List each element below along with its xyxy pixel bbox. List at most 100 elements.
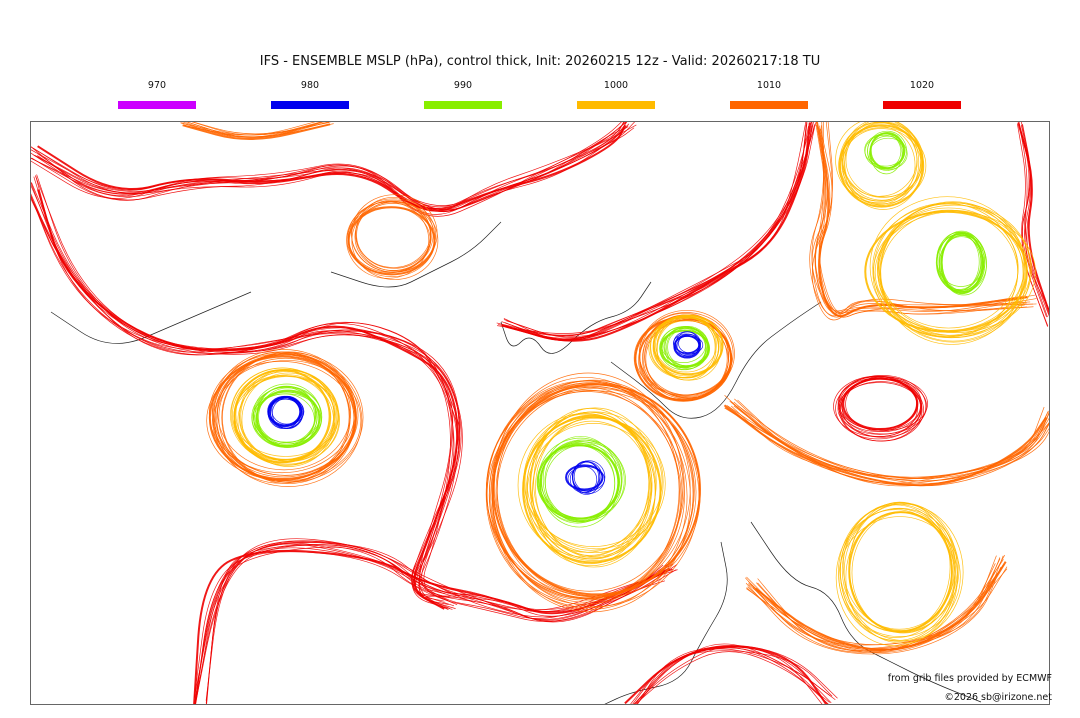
isobar-1000 xyxy=(840,502,958,642)
isobar-1010 xyxy=(351,201,439,280)
isobar-1000 xyxy=(233,375,339,457)
isobar-1020 xyxy=(31,196,452,595)
isobar-1000 xyxy=(880,201,1026,342)
isobar-1020 xyxy=(32,122,624,212)
isobar-990 xyxy=(251,386,323,448)
isobar-1020-high xyxy=(839,378,927,435)
isobar-990 xyxy=(545,445,619,522)
isobar-1010 xyxy=(492,386,700,607)
isobar-1020-high xyxy=(841,376,928,431)
isobar-990 xyxy=(663,327,708,367)
isobar-1000 xyxy=(872,203,1025,331)
isobar-1010 xyxy=(724,407,1049,487)
legend-item-990: 990 xyxy=(424,80,502,109)
isobar-1010 xyxy=(731,405,1049,479)
isobar-1020-high xyxy=(837,376,918,432)
coastline xyxy=(50,291,252,344)
isobar-990 xyxy=(935,234,982,291)
isobar-1010 xyxy=(723,404,1047,487)
isobar-1000 xyxy=(526,418,666,550)
isobar-1010 xyxy=(216,352,364,483)
isobar-1000 xyxy=(529,414,653,551)
legend-label: 970 xyxy=(147,80,167,91)
isobar-1000 xyxy=(845,122,923,198)
isobar-1010 xyxy=(733,405,1049,484)
chart-title: IFS - ENSEMBLE MSLP (hPa), control thick… xyxy=(259,54,821,69)
isobar-1000 xyxy=(530,411,650,565)
isobar-1010 xyxy=(496,379,691,597)
isobar-1020 xyxy=(1020,125,1049,317)
isobar-1010 xyxy=(191,122,322,136)
isobar-1010 xyxy=(737,399,1049,482)
isobar-1020 xyxy=(31,196,458,605)
isobar-1010 xyxy=(755,561,1007,651)
isobar-1020 xyxy=(194,542,674,704)
isobar-1010 xyxy=(348,200,436,278)
isobar-1010 xyxy=(355,199,431,268)
spaghetti-map xyxy=(31,122,1049,704)
legend-swatch xyxy=(730,101,808,109)
isobar-1020 xyxy=(496,126,809,337)
isobar-1010 xyxy=(182,123,331,140)
isobar-1000 xyxy=(838,516,961,637)
isobar-990 xyxy=(256,385,317,445)
isobar-980 xyxy=(270,395,304,429)
isobar-1020 xyxy=(194,546,674,704)
isobar-990 xyxy=(870,132,903,175)
isobar-990 xyxy=(540,440,619,528)
isobar-1010 xyxy=(756,557,1001,651)
isobar-1000 xyxy=(864,210,1028,333)
isobar-1020 xyxy=(193,549,670,704)
isobar-990 xyxy=(664,326,707,370)
isobar-1010 xyxy=(491,377,680,603)
isobar-1020 xyxy=(637,646,823,704)
isobar-1020 xyxy=(634,650,833,704)
isobar-1020 xyxy=(193,544,664,699)
isobar-1010 xyxy=(733,401,1049,478)
isobar-990 xyxy=(256,391,318,443)
legend-label: 1020 xyxy=(909,80,935,91)
legend-swatch xyxy=(271,101,349,109)
isobar-980 xyxy=(565,464,604,491)
isobar-1000 xyxy=(844,122,920,206)
isobar-1020 xyxy=(35,176,458,609)
isobar-1000 xyxy=(843,503,964,641)
isobar-1010 xyxy=(191,122,330,135)
isobar-1010 xyxy=(486,384,695,599)
isobar-990 xyxy=(253,383,321,446)
isobar-1020 xyxy=(206,542,667,704)
isobar-990 xyxy=(661,328,706,369)
isobar-990 xyxy=(257,385,316,444)
legend-swatch xyxy=(883,101,961,109)
isobar-1000 xyxy=(879,202,1028,343)
isobar-1010 xyxy=(747,563,996,653)
isobar-1020 xyxy=(31,182,462,610)
isobar-1000 xyxy=(524,411,664,554)
isobar-1010 xyxy=(184,123,334,138)
legend-item-1010: 1010 xyxy=(730,80,808,109)
coastline xyxy=(330,221,502,288)
isobar-1020 xyxy=(503,122,813,338)
isobar-1020 xyxy=(37,123,630,211)
isobar-1020 xyxy=(31,122,622,215)
isobar-1010 xyxy=(745,559,1004,653)
isobar-1000 xyxy=(842,122,924,198)
isobar-1020 xyxy=(635,651,830,704)
isobar-1010 xyxy=(814,125,1034,312)
isobar-1020 xyxy=(34,175,454,602)
legend-label: 990 xyxy=(453,80,473,91)
isobar-1020 xyxy=(193,543,668,698)
isobar-990 xyxy=(867,133,902,170)
isobar-1010 xyxy=(724,395,1049,484)
isobar-1020 xyxy=(31,184,463,597)
isobar-1000 xyxy=(238,374,336,461)
isobar-1020 xyxy=(633,645,838,704)
isobar-1010 xyxy=(811,122,1031,321)
isobar-1010 xyxy=(811,122,1027,318)
isobar-1010 xyxy=(490,389,682,601)
isobar-1000 xyxy=(230,367,335,463)
isobar-1000 xyxy=(874,211,1036,333)
isobar-1020 xyxy=(31,195,461,598)
legend-swatch xyxy=(424,101,502,109)
isobar-1010 xyxy=(494,380,685,592)
